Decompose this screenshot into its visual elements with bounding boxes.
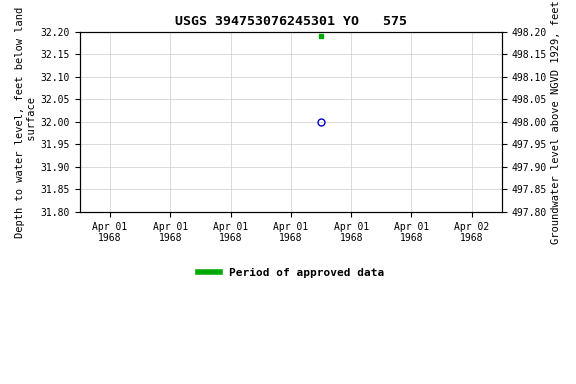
Y-axis label: Groundwater level above NGVD 1929, feet: Groundwater level above NGVD 1929, feet [551, 0, 561, 244]
Legend: Period of approved data: Period of approved data [193, 263, 388, 282]
Y-axis label: Depth to water level, feet below land
 surface: Depth to water level, feet below land su… [15, 6, 37, 238]
Title: USGS 394753076245301 YO   575: USGS 394753076245301 YO 575 [175, 15, 407, 28]
